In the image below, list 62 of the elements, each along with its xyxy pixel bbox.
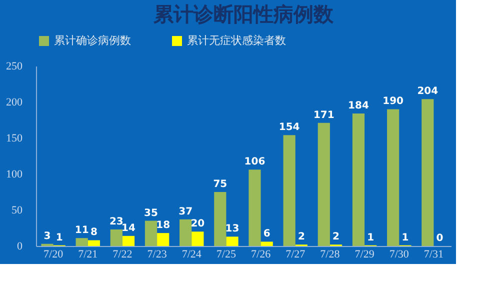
- chart-title: 累计诊断阳性病例数: [152, 2, 334, 26]
- bar: [387, 109, 400, 246]
- x-tick-label: 7/25: [216, 248, 236, 260]
- bar: [180, 219, 192, 246]
- data-label: 2: [298, 232, 305, 243]
- data-label: 184: [348, 100, 369, 112]
- legend-label: 累计确诊病例数: [54, 34, 131, 47]
- legend-label: 累计无症状感染者数: [187, 34, 286, 47]
- data-label: 1: [56, 232, 63, 244]
- data-label: 190: [382, 96, 404, 108]
- x-tick-label: 7/30: [389, 248, 410, 260]
- bar: [88, 240, 100, 246]
- bar: [214, 192, 226, 246]
- bar: [283, 135, 296, 246]
- x-tick-label: 7/23: [147, 248, 168, 260]
- y-tick-label: 150: [6, 132, 23, 144]
- data-label: 8: [90, 227, 98, 238]
- data-label: 3: [44, 230, 51, 242]
- bar: [122, 236, 135, 246]
- bar: [76, 238, 88, 246]
- data-label: 14: [122, 222, 136, 234]
- x-tick-label: 7/28: [320, 248, 340, 260]
- data-label: 20: [190, 218, 205, 230]
- data-label: 1: [402, 232, 409, 244]
- data-label: 11: [74, 225, 89, 236]
- data-label: 6: [263, 228, 270, 240]
- bar: [192, 232, 204, 246]
- bar: [422, 99, 434, 246]
- x-tick-label: 7/31: [424, 248, 444, 260]
- bar: [110, 229, 122, 246]
- bar: [144, 220, 158, 246]
- data-label: 75: [213, 179, 228, 190]
- data-label: 154: [278, 122, 300, 134]
- data-label: 204: [417, 86, 438, 98]
- y-tick-label: 250: [6, 60, 23, 72]
- data-label: 2: [332, 232, 340, 243]
- x-tick-label: 7/29: [354, 248, 375, 260]
- data-label: 23: [109, 216, 124, 228]
- data-label: 106: [244, 156, 266, 168]
- data-label: 171: [313, 110, 334, 121]
- x-tick-label: 7/24: [182, 248, 202, 260]
- data-label: 13: [225, 224, 240, 235]
- bar: [352, 114, 365, 246]
- data-label: 37: [178, 206, 193, 218]
- y-tick-label: 200: [6, 96, 23, 108]
- bar: [260, 242, 273, 246]
- bar: [157, 233, 170, 246]
- data-label: 0: [436, 233, 444, 244]
- x-tick-label: 7/22: [112, 248, 132, 260]
- bar: [226, 236, 238, 246]
- data-label: 35: [144, 208, 158, 219]
- bar: [248, 170, 261, 246]
- x-tick-label: 7/27: [286, 248, 306, 260]
- y-tick-label: 100: [6, 168, 23, 180]
- data-label: 1: [367, 232, 374, 244]
- x-tick-label: 7/20: [44, 248, 64, 260]
- y-tick-label: 0: [17, 240, 23, 252]
- x-tick-label: 7/21: [78, 248, 98, 260]
- y-tick-label: 50: [12, 204, 23, 216]
- bar: [318, 122, 330, 246]
- data-label: 18: [156, 220, 170, 232]
- x-tick-label: 7/26: [251, 248, 272, 260]
